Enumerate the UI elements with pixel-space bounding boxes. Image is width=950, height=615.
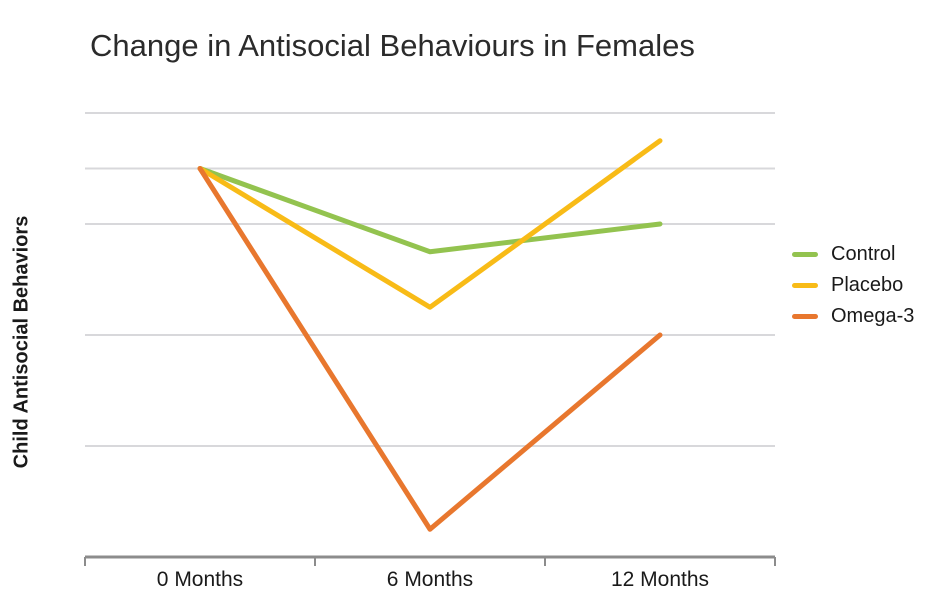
y-axis-label: Child Antisocial Behaviors [10,215,33,469]
x-axis-label: 12 Months [610,568,710,591]
legend-item-omega-3: Omega-3 [792,305,914,327]
x-axis-labels: 0 Months 6 Months 12 Months [85,568,775,598]
legend-swatch-icon [792,282,818,288]
plot-area [84,112,776,566]
series-line-omega-3 [197,166,663,532]
legend-item-control: Control [792,243,914,265]
legend-swatch-icon [792,313,818,319]
legend: Control Placebo Omega-3 [792,243,914,327]
x-axis-label: 6 Months [386,568,474,591]
legend-swatch-icon [792,251,818,257]
series-line-control [197,166,663,255]
line-chart-svg [84,112,776,566]
x-axis-label: 0 Months [156,568,244,591]
legend-label: Control [831,242,896,265]
chart-title: Change in Antisocial Behaviours in Femal… [90,28,695,63]
legend-item-placebo: Placebo [792,274,914,296]
legend-label: Omega-3 [831,304,915,327]
series-line-placebo [197,138,663,310]
legend-label: Placebo [831,273,904,296]
